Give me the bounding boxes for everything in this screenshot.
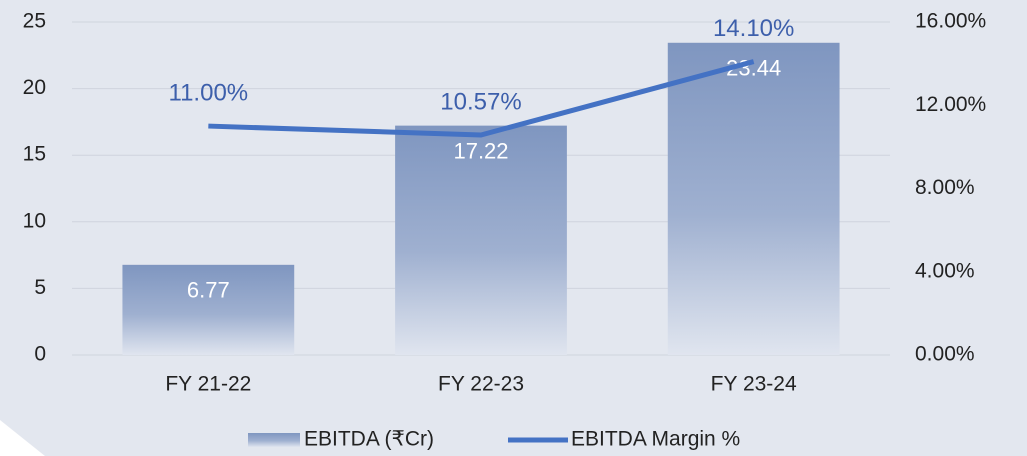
bar [667, 42, 840, 355]
line [208, 59, 755, 138]
y-tick-label: 0 [34, 343, 46, 366]
y2-tick-label: 8.00% [915, 176, 975, 199]
legend-swatch [248, 433, 300, 447]
y-tick-label: 5 [34, 276, 46, 299]
line-value-label: 11.00% [169, 79, 249, 106]
y2-tick-label: 16.00% [915, 10, 986, 33]
y-tick-label: 20 [23, 76, 46, 99]
bar [395, 125, 567, 355]
y-tick-label: 15 [23, 143, 46, 166]
bar-value-label: 17.22 [453, 138, 508, 163]
line-value-label: 14.10% [713, 15, 794, 42]
legend-label: EBITDA (₹Cr) [304, 428, 434, 451]
x-tick-label: FY 23-24 [711, 373, 797, 396]
x-tick-label: FY 21-22 [165, 373, 251, 396]
corner-shape [0, 420, 45, 456]
legend-label: EBITDA Margin % [571, 428, 740, 451]
y-tick-label: 25 [23, 10, 46, 33]
bar [122, 264, 295, 355]
y-tick-label: 10 [23, 209, 46, 232]
y2-tick-label: 0.00% [915, 343, 975, 366]
bar-value-label: 6.77 [187, 278, 230, 303]
y2-tick-label: 12.00% [915, 93, 986, 116]
x-tick-label: FY 22-23 [438, 373, 524, 396]
line-value-label: 10.57% [440, 88, 521, 115]
y2-tick-label: 4.00% [915, 259, 975, 282]
